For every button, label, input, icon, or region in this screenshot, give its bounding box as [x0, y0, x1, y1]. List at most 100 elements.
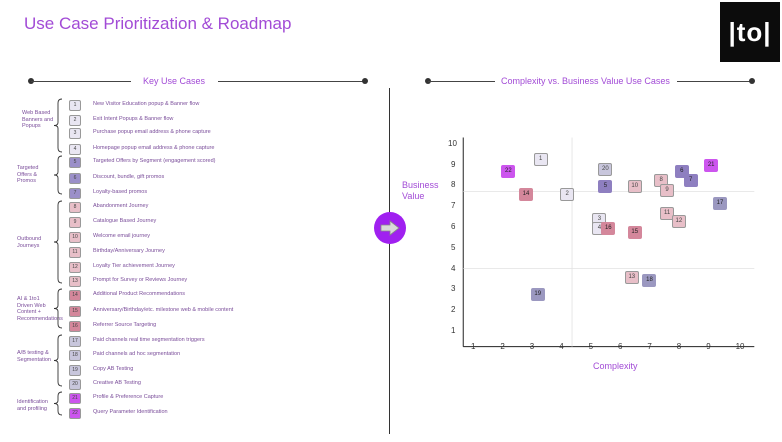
header-dot-right: [749, 78, 755, 84]
y-tick-label: 1: [451, 326, 456, 335]
data-point-marker: 15: [627, 225, 642, 239]
data-point-marker: 10: [627, 179, 642, 193]
y-tick-label: 7: [451, 201, 456, 211]
use-case-label: Discount, bundle, gift promos: [93, 174, 165, 180]
use-case-number-badge: 3: [69, 128, 81, 139]
right-section-title: Complexity vs. Business Value Use Cases: [501, 76, 670, 86]
use-case-label: Prompt for Survey or Reviews Journey: [93, 277, 188, 283]
left-section-title: Key Use Cases: [143, 76, 206, 86]
data-point-marker: 14: [518, 188, 533, 202]
use-case-label: Profile & Preference Capture: [93, 394, 164, 400]
y-tick-label: 6: [451, 222, 456, 231]
group-brace: [53, 288, 63, 329]
x-tick-label: 7: [647, 342, 652, 351]
section-divider: [389, 88, 390, 434]
use-case-number-badge: 4: [69, 144, 81, 155]
use-case-number-badge: 5: [69, 157, 81, 168]
use-case-label: Referrer Source Targeting: [93, 322, 157, 328]
use-case-label: Additional Product Recommendations: [93, 291, 186, 297]
y-tick-label: 2: [451, 305, 456, 315]
use-case-label: Anniversary/Birthday/etc. milestone web …: [93, 307, 234, 313]
group-label: A/B testing & Segmentation: [17, 350, 51, 363]
use-case-label: Loyalty-based promos: [93, 189, 148, 195]
use-case-label: Abandonment Journey: [93, 203, 149, 209]
arrow-right-icon: [380, 220, 400, 236]
use-case-label: Copy AB Testing: [93, 366, 134, 372]
header-dot-right: [362, 78, 368, 84]
use-case-label: Exit Intent Popups & Banner flow: [93, 116, 174, 122]
x-tick-label: 1: [471, 342, 476, 351]
y-tick-label: 4: [451, 263, 456, 273]
use-case-number-badge: 1: [69, 100, 81, 111]
use-case-number-badge: 11: [69, 247, 81, 258]
group-label: Identification and profiling: [17, 399, 48, 412]
use-case-number-badge: 12: [69, 262, 81, 273]
use-case-label: Homepage popup email address & phone cap…: [93, 145, 215, 151]
y-tick-label: 5: [451, 242, 456, 252]
use-case-number-badge: 6: [69, 173, 81, 184]
use-case-label: New Visitor Education popup & Banner flo…: [93, 101, 200, 107]
use-case-label: Query Parameter Identification: [93, 409, 168, 415]
data-point-marker: 7: [683, 173, 698, 187]
use-case-label: Catalogue Based Journey: [93, 218, 157, 224]
use-case-number-badge: 17: [69, 336, 81, 347]
use-case-number-badge: 19: [69, 365, 81, 376]
x-tick-label: 10: [735, 342, 745, 351]
data-point-marker: 16: [601, 221, 616, 235]
group-brace: [53, 155, 63, 195]
group-brace: [53, 98, 63, 153]
use-case-number-badge: 7: [69, 188, 81, 199]
x-tick-label: 3: [529, 342, 535, 351]
use-case-label: Creative AB Testing: [93, 380, 141, 386]
x-axis-label: Complexity: [593, 361, 638, 371]
x-tick-label: 4: [559, 342, 564, 351]
data-point-marker: 22: [501, 165, 516, 179]
data-point-marker: 20: [598, 163, 613, 177]
use-case-number-badge: 13: [69, 276, 81, 287]
y-tick-label: 10: [448, 138, 457, 148]
data-point-marker: 17: [713, 196, 728, 210]
use-case-label: Paid channels ad hoc segmentation: [93, 351, 181, 357]
use-case-number-badge: 21: [69, 393, 81, 404]
data-point-marker: 5: [598, 179, 613, 193]
group-label: AI & 1to1 Driven Web Content + Recommend…: [17, 296, 63, 322]
header-line-right: [218, 81, 365, 82]
left-section-header: Key Use Cases: [28, 76, 368, 90]
page-title: Use Case Prioritization & Roadmap: [24, 14, 292, 33]
use-case-number-badge: 20: [69, 379, 81, 390]
use-case-number-badge: 14: [69, 290, 81, 301]
x-tick-label: 2: [500, 342, 505, 351]
group-label: Outbound Journeys: [17, 236, 42, 249]
data-point-marker: 18: [642, 273, 657, 287]
use-case-number-badge: 16: [69, 321, 81, 332]
use-case-label: Loyalty Tier achievement Journey: [93, 263, 175, 269]
x-tick-label: 8: [676, 342, 682, 351]
data-point-marker: 21: [704, 159, 719, 173]
use-case-number-badge: 22: [69, 408, 81, 419]
group-brace: [53, 334, 63, 387]
header-line-left: [428, 81, 495, 82]
use-case-label: Paid channels real time segmentation tri…: [93, 337, 205, 343]
x-tick-label: 9: [706, 342, 711, 351]
y-tick-label: 8: [451, 180, 456, 190]
use-case-number-badge: 18: [69, 350, 81, 361]
use-case-label: Targeted Offers by Segment (engagement s…: [93, 158, 216, 164]
group-brace: [53, 200, 63, 284]
data-point-marker: 2: [560, 188, 575, 202]
data-point-marker: 1: [533, 152, 548, 166]
right-section-header: Complexity vs. Business Value Use Cases: [425, 76, 755, 90]
use-case-label: Birthday/Anniversary Journey: [93, 248, 165, 254]
use-case-number-badge: 8: [69, 202, 81, 213]
y-axis-label: Business Value: [402, 180, 439, 201]
use-case-number-badge: 10: [69, 232, 81, 243]
group-label: Targeted Offers & Promos: [17, 165, 39, 184]
data-point-marker: 19: [530, 288, 545, 302]
header-line-right: [677, 81, 752, 82]
group-label: Web Based Banners and Popups: [22, 110, 54, 129]
y-tick-label: 3: [451, 284, 456, 294]
data-point-marker: 9: [660, 184, 675, 198]
company-logo: |to|: [720, 2, 780, 62]
data-point-marker: 11: [660, 206, 675, 220]
y-tick-label: 9: [451, 159, 456, 169]
